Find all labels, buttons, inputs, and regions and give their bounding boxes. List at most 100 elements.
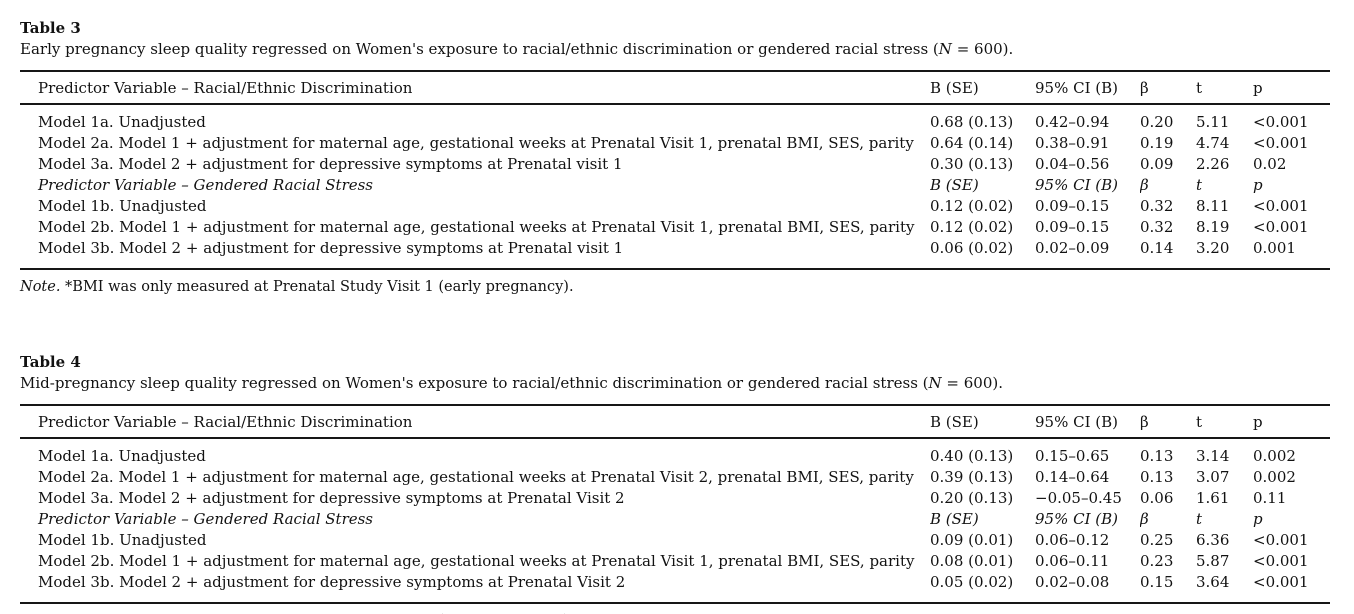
table-label: Table 3 <box>20 19 81 37</box>
beta-cell: 0.32 <box>1140 197 1174 215</box>
predictor-cell: Model 1b. Unadjusted <box>38 531 207 549</box>
b-se-cell: 0.39 (0.13) <box>930 468 1014 486</box>
caption-suffix: = 600). <box>951 40 1014 58</box>
p-cell: <0.001 <box>1253 113 1309 131</box>
note-label: Note. <box>20 279 61 295</box>
b-se-cell: B (SE) <box>930 176 979 194</box>
b-se-column-header: B (SE) <box>930 405 1035 439</box>
beta-cell: 0.13 <box>1140 447 1174 465</box>
predictor-column-header: Predictor Variable – Racial/Ethnic Discr… <box>20 71 930 105</box>
ci-cell: 95% CI (B) <box>1035 176 1119 194</box>
table-caption: Mid-pregnancy sleep quality regressed on… <box>20 374 1330 392</box>
p-cell: 0.002 <box>1253 447 1296 465</box>
predictor-cell: Model 3b. Model 2 + adjustment for depre… <box>38 239 624 257</box>
table-row: Model 3a. Model 2 + adjustment for depre… <box>20 154 1330 175</box>
p-cell: 0.001 <box>1253 239 1296 257</box>
predictor-cell: Predictor Variable – Gendered Racial Str… <box>38 510 374 528</box>
caption-n-variable: N <box>928 374 942 392</box>
caption-text: Early pregnancy sleep quality regressed … <box>20 40 939 58</box>
t-cell: t <box>1196 176 1203 194</box>
t-cell: 3.20 <box>1196 239 1230 257</box>
caption-text: Mid-pregnancy sleep quality regressed on… <box>20 374 929 392</box>
t-cell: t <box>1196 510 1203 528</box>
predictor-cell: Model 2b. Model 1 + adjustment for mater… <box>38 552 915 570</box>
b-se-cell: B (SE) <box>930 510 979 528</box>
t-column-header: t <box>1196 405 1253 439</box>
table-section: Table 3 Early pregnancy sleep quality re… <box>20 20 1330 296</box>
beta-cell: 0.32 <box>1140 218 1174 236</box>
ci-cell: 0.02–0.08 <box>1035 573 1110 591</box>
b-se-cell: 0.08 (0.01) <box>930 552 1014 570</box>
b-se-cell: 0.09 (0.01) <box>930 531 1014 549</box>
t-column-header: t <box>1196 71 1253 105</box>
predictor-cell: Model 2a. Model 1 + adjustment for mater… <box>38 468 914 486</box>
b-se-cell: 0.05 (0.02) <box>930 573 1014 591</box>
subheader-row: Predictor Variable – Gendered Racial Str… <box>20 175 1330 196</box>
ci-column-header: 95% CI (B) <box>1035 71 1140 105</box>
b-se-cell: 0.12 (0.02) <box>930 197 1014 215</box>
beta-cell: 0.06 <box>1140 489 1174 507</box>
beta-cell: 0.14 <box>1140 239 1174 257</box>
p-cell: <0.001 <box>1253 197 1309 215</box>
t-cell: 2.26 <box>1196 155 1230 173</box>
ci-cell: 0.14–0.64 <box>1035 468 1110 486</box>
ci-column-header: 95% CI (B) <box>1035 405 1140 439</box>
b-se-cell: 0.06 (0.02) <box>930 239 1014 257</box>
b-se-cell: 0.12 (0.02) <box>930 218 1014 236</box>
t-cell: 4.74 <box>1196 134 1230 152</box>
predictor-cell: Predictor Variable – Gendered Racial Str… <box>38 176 374 194</box>
t-cell: 3.64 <box>1196 573 1230 591</box>
p-cell: 0.02 <box>1253 155 1287 173</box>
p-cell: p <box>1253 510 1263 528</box>
b-se-cell: 0.64 (0.14) <box>930 134 1014 152</box>
ci-cell: −0.05–0.45 <box>1035 489 1122 507</box>
beta-column-header: β <box>1140 71 1196 105</box>
subheader-row: Predictor Variable – Gendered Racial Str… <box>20 509 1330 530</box>
predictor-cell: Model 1a. Unadjusted <box>38 113 206 131</box>
beta-cell: 0.23 <box>1140 552 1174 570</box>
table-row: Model 3b. Model 2 + adjustment for depre… <box>20 238 1330 269</box>
t-cell: 3.07 <box>1196 468 1230 486</box>
ci-cell: 0.38–0.91 <box>1035 134 1110 152</box>
table-row: Model 2a. Model 1 + adjustment for mater… <box>20 467 1330 488</box>
p-cell: 0.002 <box>1253 468 1296 486</box>
ci-cell: 0.06–0.11 <box>1035 552 1110 570</box>
p-cell: <0.001 <box>1253 552 1309 570</box>
ci-cell: 0.09–0.15 <box>1035 218 1110 236</box>
ci-cell: 0.09–0.15 <box>1035 197 1110 215</box>
predictor-cell: Model 1b. Unadjusted <box>38 197 207 215</box>
regression-table: Predictor Variable – Racial/Ethnic Discr… <box>20 70 1330 270</box>
beta-cell: β <box>1140 176 1149 194</box>
b-se-column-header: B (SE) <box>930 71 1035 105</box>
table-row: Model 3a. Model 2 + adjustment for depre… <box>20 488 1330 509</box>
table-row: Model 2b. Model 1 + adjustment for mater… <box>20 217 1330 238</box>
table-caption: Early pregnancy sleep quality regressed … <box>20 40 1330 58</box>
predictor-column-header: Predictor Variable – Racial/Ethnic Discr… <box>20 405 930 439</box>
beta-column-header: β <box>1140 405 1196 439</box>
table-row: Model 3b. Model 2 + adjustment for depre… <box>20 572 1330 603</box>
table-label: Table 4 <box>20 353 81 371</box>
t-cell: 6.36 <box>1196 531 1230 549</box>
caption-n-variable: N <box>938 40 952 58</box>
beta-cell: 0.15 <box>1140 573 1174 591</box>
predictor-cell: Model 3a. Model 2 + adjustment for depre… <box>38 489 625 507</box>
p-cell: <0.001 <box>1253 573 1309 591</box>
p-cell: <0.001 <box>1253 134 1309 152</box>
p-cell: <0.001 <box>1253 531 1309 549</box>
table-row: Model 1b. Unadjusted 0.09 (0.01) 0.06–0.12… <box>20 530 1330 551</box>
table-row: Model 1a. Unadjusted 0.40 (0.13) 0.15–0.65… <box>20 438 1330 467</box>
ci-cell: 95% CI (B) <box>1035 510 1119 528</box>
predictor-cell: Model 3b. Model 2 + adjustment for depre… <box>38 573 626 591</box>
p-cell: 0.11 <box>1253 489 1287 507</box>
b-se-cell: 0.20 (0.13) <box>930 489 1014 507</box>
table-row: Model 1b. Unadjusted 0.12 (0.02) 0.09–0.15… <box>20 196 1330 217</box>
t-cell: 3.14 <box>1196 447 1230 465</box>
beta-cell: 0.13 <box>1140 468 1174 486</box>
p-column-header: p <box>1253 405 1330 439</box>
b-se-cell: 0.30 (0.13) <box>930 155 1014 173</box>
beta-cell: 0.09 <box>1140 155 1174 173</box>
table-header-row: Predictor Variable – Racial/Ethnic Discr… <box>20 405 1330 439</box>
p-column-header: p <box>1253 71 1330 105</box>
ci-cell: 0.15–0.65 <box>1035 447 1110 465</box>
